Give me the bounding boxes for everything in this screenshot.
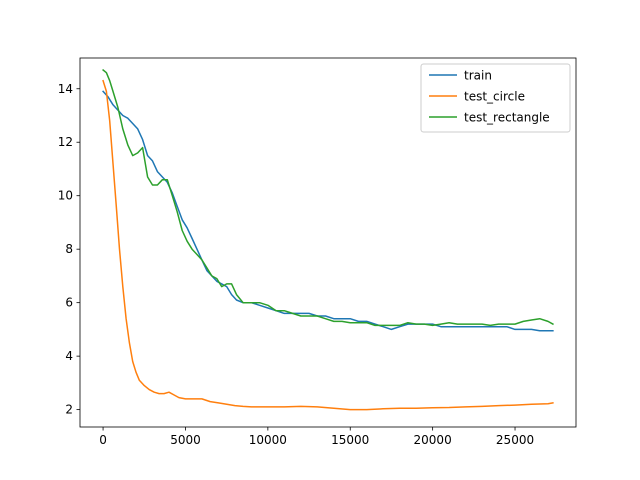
legend-label-train: train: [464, 69, 492, 83]
legend: train test_circle test_rectangle: [420, 63, 571, 133]
y-tick-label: 10: [58, 189, 73, 203]
y-tick-label: 14: [58, 82, 73, 96]
y-tick-label: 8: [65, 242, 73, 256]
legend-label-test-circle: test_circle: [464, 90, 525, 104]
x-tick-label: 0: [99, 433, 107, 447]
series-line-train: [102, 90, 554, 332]
legend-label-test-rectangle: test_rectangle: [464, 111, 550, 125]
x-tick-label: 20000: [414, 433, 452, 447]
y-tick-label: 6: [65, 296, 73, 310]
series-line-test-rectangle: [102, 68, 554, 327]
series-line-test-circle: [102, 79, 554, 411]
axes-layer: 0 5000 10000 15000 20000 25000 2 4 6 8 10 12 14: [58, 57, 577, 447]
x-tick-label: 10000: [249, 433, 287, 447]
y-tick-label: 4: [65, 349, 73, 363]
y-tick-label: 12: [58, 135, 73, 149]
legend-box: [420, 63, 571, 133]
x-tick-label: 5000: [170, 433, 201, 447]
x-tick-label: 25000: [496, 433, 534, 447]
x-tick-label: 15000: [331, 433, 369, 447]
y-tick-label: 2: [65, 403, 73, 417]
series-layer: [102, 68, 554, 411]
plot-frame: [79, 57, 577, 428]
